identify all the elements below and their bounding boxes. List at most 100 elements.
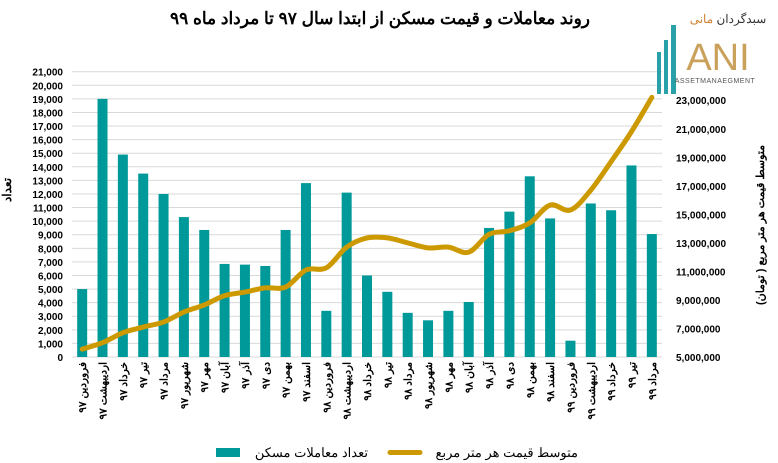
bar <box>443 310 454 357</box>
y2-tick-label: 9,000,000 <box>676 296 721 307</box>
left-axis-label: تعداد <box>0 177 14 202</box>
y-tick-label: 10,000 <box>32 217 63 228</box>
bar <box>219 263 230 357</box>
logo: سبدگردان مانی ANI ASSETMANAEGMENT <box>657 12 766 94</box>
y-tick-label: 4,000 <box>38 299 63 310</box>
x-tick-label: شهریور ۹۸ <box>423 362 435 409</box>
x-tick-label: آذر ۹۸ <box>482 361 496 389</box>
bar <box>239 264 250 357</box>
gridlines <box>72 71 662 358</box>
bar <box>199 229 210 357</box>
x-tick-label: مهر ۹۸ <box>443 362 455 393</box>
x-tick-label: تیر ۹۷ <box>138 362 150 388</box>
line-series <box>79 94 655 352</box>
y2-tick-label: 5,000,000 <box>676 353 721 364</box>
x-tick-label: مرداد ۹۸ <box>403 362 415 400</box>
bar <box>606 210 617 357</box>
y-tick-label: 5,000 <box>38 285 63 296</box>
y-tick-label: 14,000 <box>32 163 63 174</box>
y2-tick-label: 19,000,000 <box>676 153 726 164</box>
bar <box>402 312 413 357</box>
y-tick-label: 11,000 <box>33 204 63 215</box>
bar <box>463 301 474 357</box>
bar <box>280 229 291 357</box>
y-tick-label: 1,000 <box>38 339 63 350</box>
x-tick-label: خرداد ۹۹ <box>606 362 618 401</box>
y2-tick-label: 23,000,000 <box>676 96 726 107</box>
y-tick-label: 17,000 <box>32 122 63 133</box>
x-axis-labels: فروردین ۹۷ اردیبهشت ۹۷ خرداد ۹۷ تیر ۹۷ مرداد… <box>77 361 659 420</box>
x-tick-label: تیر ۹۸ <box>382 362 394 388</box>
bar <box>545 218 556 357</box>
x-tick-label: فروردین ۹۷ <box>77 362 89 413</box>
y-tick-label: 6,000 <box>38 271 63 282</box>
y2-tick-label: 7,000,000 <box>676 324 721 335</box>
y-tick-label: 9,000 <box>38 231 63 242</box>
chart-title: روند معاملات و قیمت مسکن از ابتدا سال ۹۷… <box>170 9 590 29</box>
bar <box>178 217 189 357</box>
logo-tagline: ASSETMANAEGMENT <box>675 78 756 85</box>
x-tick-label: دی ۹۸ <box>504 362 516 389</box>
y2-tick-label: 13,000,000 <box>676 239 726 250</box>
bar-series <box>77 98 657 357</box>
x-tick-label: مرداد ۹۹ <box>647 362 659 400</box>
logo-bar <box>657 52 661 94</box>
x-tick-label: اردیبهشت ۹۷ <box>98 362 110 420</box>
bar <box>77 289 88 357</box>
x-tick-label: بهمن ۹۸ <box>525 362 537 398</box>
bar <box>423 320 434 357</box>
legend-label-line: متوسط قیمت هر متر مربع <box>436 445 578 461</box>
y-tick-label: 18,000 <box>32 108 63 119</box>
x-tick-label: اسفند ۹۷ <box>301 362 313 402</box>
bar <box>97 98 108 357</box>
legend-label-bar: تعداد معاملات مسکن <box>255 445 369 461</box>
logo-bar <box>671 25 676 94</box>
y-tick-label: 0 <box>57 353 63 364</box>
y-tick-label: 19,000 <box>32 95 63 106</box>
y2-tick-label: 15,000,000 <box>676 210 726 221</box>
y2-tick-label: 11,000,000 <box>676 267 726 278</box>
x-tick-label: فروردین ۹۸ <box>321 362 333 413</box>
x-tick-label: دی ۹۷ <box>260 362 272 389</box>
x-tick-label: آبان ۹۸ <box>462 361 476 393</box>
y-tick-label: 2,000 <box>38 326 63 337</box>
bar <box>565 340 576 357</box>
bar <box>585 203 596 357</box>
x-tick-label: اردیبهشت ۹۹ <box>586 362 598 420</box>
y-tick-label: 13,000 <box>32 176 63 187</box>
y-tick-label: 12,000 <box>32 190 63 201</box>
y-tick-label: 15,000 <box>32 149 63 160</box>
bar <box>362 275 372 357</box>
x-tick-label: خرداد ۹۷ <box>118 362 130 401</box>
bar <box>138 173 149 357</box>
y-tick-label: 16,000 <box>32 136 63 147</box>
x-tick-label: بهمن ۹۷ <box>281 362 293 398</box>
right-axis-ticks: 5,000,000 7,000,000 9,000,000 11,000,000 13,… <box>676 96 726 364</box>
bar <box>504 211 515 357</box>
x-tick-label: مهر ۹۷ <box>199 362 211 393</box>
right-axis-label: متوسط قیمت هر متر مربع ( تومان) <box>755 145 767 305</box>
x-tick-label: اردیبهشت ۹۸ <box>342 362 354 420</box>
x-tick-label: شهریور ۹۷ <box>179 362 191 409</box>
price-line <box>79 94 655 352</box>
x-tick-label: خرداد ۹۸ <box>362 362 374 401</box>
y-tick-label: 20,000 <box>32 81 63 92</box>
bar <box>341 192 352 357</box>
x-tick-label: آذر ۹۷ <box>238 361 252 389</box>
logo-letters: ANI <box>686 37 749 79</box>
logo-persian-name: سبدگردان مانی <box>690 12 767 26</box>
bar <box>484 227 495 357</box>
x-tick-label: فروردین ۹۹ <box>565 362 577 413</box>
bar <box>158 193 169 357</box>
bar <box>626 165 637 357</box>
y2-tick-label: 21,000,000 <box>676 125 726 136</box>
bar <box>382 291 393 357</box>
bar <box>260 265 271 357</box>
y-tick-label: 3,000 <box>38 312 63 323</box>
legend: تعداد معاملات مسکن متوسط قیمت هر متر مرب… <box>216 445 578 461</box>
x-tick-label: تیر ۹۹ <box>626 362 638 388</box>
bar <box>117 154 128 357</box>
bar <box>524 176 535 357</box>
x-tick-label: مرداد ۹۷ <box>159 362 171 400</box>
